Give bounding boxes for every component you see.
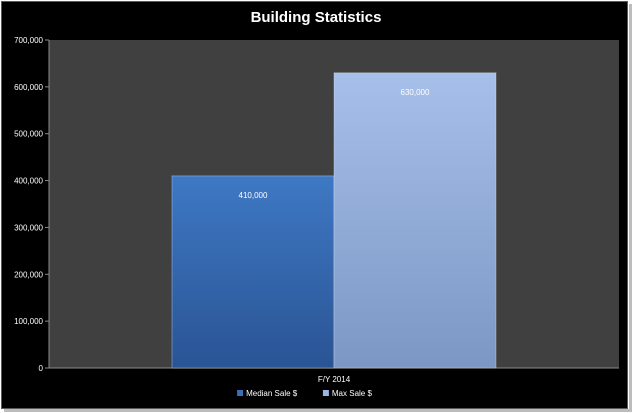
legend-swatch <box>237 390 244 396</box>
x-tick-label: F/Y 2014 <box>318 375 351 384</box>
frame-shadow <box>629 4 632 411</box>
legend-label: Median Sale $ <box>246 389 298 398</box>
y-tick-label: 500,000 <box>14 130 43 139</box>
data-label: 410,000 <box>239 191 268 200</box>
bars-group: 410,000 630,000 <box>171 72 497 369</box>
y-tick-label: 200,000 <box>14 270 43 279</box>
y-tick-label: 600,000 <box>14 83 43 92</box>
data-label: 630,000 <box>401 88 430 97</box>
frame-shadow <box>4 409 632 412</box>
legend: Median Sale $ Max Sale $ <box>237 389 372 398</box>
bar-max-sale <box>333 72 497 369</box>
legend-label: Max Sale $ <box>332 389 373 398</box>
y-tick-label: 300,000 <box>14 223 43 232</box>
y-tick-label: 700,000 <box>14 36 43 45</box>
y-tick-label: 400,000 <box>14 177 43 186</box>
legend-swatch <box>322 390 329 396</box>
y-tick-label: 100,000 <box>14 317 43 326</box>
bar-median-sale <box>171 175 335 369</box>
chart-title: Building Statistics <box>251 9 382 26</box>
y-tick-label: 0 <box>39 364 44 373</box>
